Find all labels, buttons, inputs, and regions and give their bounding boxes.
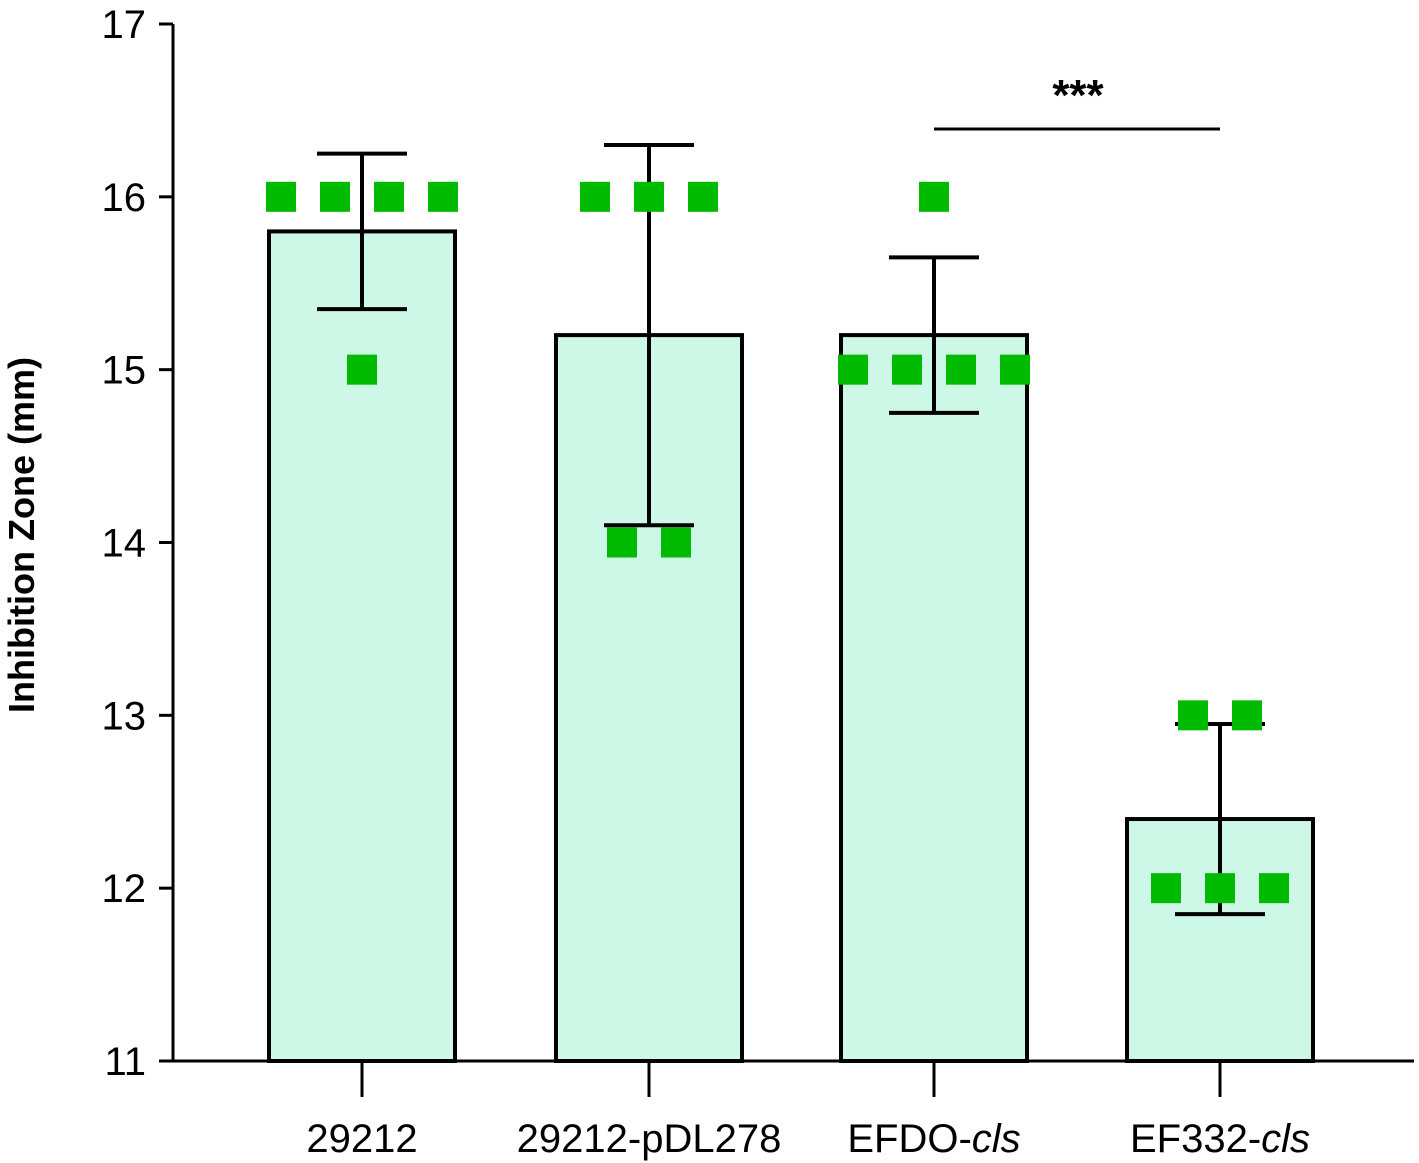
- x-tick-label-text: 29212-pDL278: [517, 1117, 782, 1161]
- data-points: [266, 181, 1289, 904]
- significance-annotation: ***: [934, 71, 1220, 131]
- x-tick-label: EF332-cls: [1130, 1117, 1310, 1161]
- y-tick-label: 13: [102, 694, 147, 738]
- data-point: [1178, 700, 1208, 731]
- data-point: [1151, 873, 1181, 904]
- error-bars: [317, 142, 1265, 917]
- y-tick-label: 14: [102, 522, 147, 566]
- y-tick-label: 12: [102, 867, 147, 911]
- data-point: [1259, 873, 1289, 904]
- x-tick-label-text: EF332-: [1130, 1117, 1261, 1161]
- data-point: [946, 354, 976, 385]
- data-point: [634, 181, 664, 212]
- significance-label: ***: [1052, 71, 1104, 120]
- data-point: [428, 181, 458, 212]
- data-point: [661, 527, 691, 558]
- data-point: [266, 181, 296, 212]
- bar: [839, 333, 1029, 1064]
- data-point: [838, 354, 868, 385]
- x-tick-label-text: 29212: [306, 1117, 417, 1161]
- data-point: [1000, 354, 1030, 385]
- y-axis-title: Inhibition Zone (mm): [1, 357, 42, 713]
- x-tick-label-text: EFDO-: [847, 1117, 971, 1161]
- y-tick-label: 17: [102, 3, 147, 47]
- x-tick-label: EFDO-cls: [847, 1117, 1020, 1161]
- x-tick-label-italic: cls: [1261, 1117, 1310, 1161]
- data-point: [688, 181, 718, 212]
- data-point: [919, 181, 949, 212]
- y-tick-label: 11: [104, 1040, 146, 1084]
- x-tick-label: 29212-pDL278: [517, 1117, 782, 1161]
- y-tick-label: 16: [102, 176, 147, 220]
- data-point: [374, 181, 404, 212]
- data-point: [607, 527, 637, 558]
- y-tick-label: 15: [102, 349, 147, 393]
- data-point: [347, 354, 377, 385]
- data-point: [1232, 700, 1262, 731]
- bars: [267, 229, 1315, 1064]
- data-point: [1205, 873, 1235, 904]
- x-tick-label: 29212: [306, 1117, 417, 1161]
- data-point: [320, 181, 350, 212]
- data-point: [580, 181, 610, 212]
- x-tick-label-italic: cls: [972, 1117, 1021, 1161]
- data-point: [892, 354, 922, 385]
